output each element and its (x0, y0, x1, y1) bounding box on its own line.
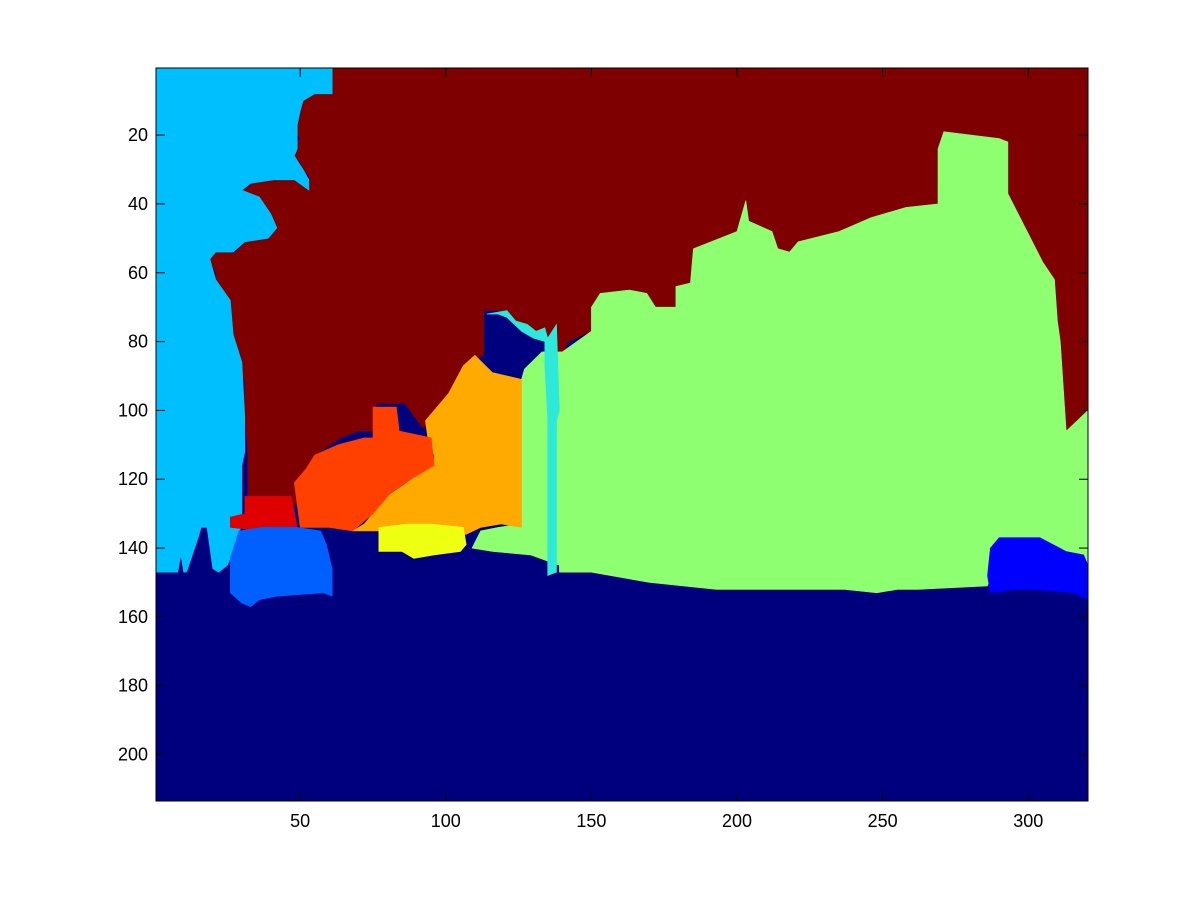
y-tick-label: 60 (128, 263, 148, 283)
y-tick-label: 100 (118, 400, 148, 420)
y-tick-label: 180 (118, 676, 148, 696)
region-light-blue (156, 68, 333, 573)
y-tick-label: 40 (128, 194, 148, 214)
region-medium-blue (230, 527, 333, 607)
y-tick-label: 80 (128, 332, 148, 352)
y-tick-label: 140 (118, 538, 148, 558)
y-tick-label: 120 (118, 469, 148, 489)
x-tick-label: 100 (431, 811, 461, 831)
region-red (230, 496, 298, 532)
region-blue (987, 537, 1088, 601)
x-axis: 50 100 150 200 250 300 (290, 68, 1043, 831)
y-tick-label: 200 (118, 745, 148, 765)
y-tick-label: 160 (118, 607, 148, 627)
x-tick-label: 200 (722, 811, 752, 831)
y-tick-label: 20 (128, 125, 148, 145)
x-tick-label: 300 (1013, 811, 1043, 831)
y-axis: 20 40 60 80 100 120 140 160 180 200 (118, 125, 1088, 765)
region-cyan-pole (486, 310, 560, 577)
x-tick-label: 250 (868, 811, 898, 831)
x-tick-label: 150 (576, 811, 606, 831)
axes-box (155, 67, 1089, 802)
x-tick-label: 50 (290, 811, 310, 831)
plot-area (156, 68, 1088, 801)
region-yellow (378, 523, 467, 559)
region-light-green (471, 131, 1088, 594)
region-navy-post (186, 571, 193, 611)
region-red-orange (293, 406, 435, 532)
